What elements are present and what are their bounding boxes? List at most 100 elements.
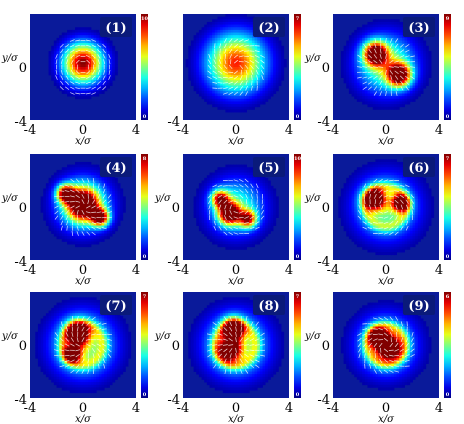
x-tick-label: 4 [285, 401, 293, 416]
y-axis-label: y/σ [304, 53, 322, 64]
colorbar-max-label: 9 [446, 16, 450, 22]
x-tick-label: -4 [327, 401, 340, 416]
x-tick-label: 4 [132, 123, 140, 138]
x-tick-label: 0 [232, 123, 240, 138]
colorbar [294, 14, 301, 120]
y-tick-label: -4 [14, 393, 27, 408]
colorbar [444, 292, 451, 398]
panel-6: (6)70-4 0 40-4x/σy/σ [304, 154, 451, 287]
panel-label-badge [403, 17, 435, 37]
y-tick-label: -4 [167, 115, 180, 130]
panel-label: (1) [105, 21, 126, 36]
x-tick-label: -4 [177, 123, 190, 138]
panel-label-badge [403, 157, 435, 177]
y-axis-label: y/σ [1, 331, 19, 342]
heatmap-cells [338, 159, 435, 256]
y-tick-label: 0 [172, 339, 180, 354]
panel-label-badge [253, 17, 285, 37]
x-tick-label: 0 [382, 263, 390, 278]
x-tick-label: -4 [24, 401, 37, 416]
y-axis-label: y/σ [1, 53, 19, 64]
y-axis-label: y/σ [154, 331, 172, 342]
colorbar [294, 292, 301, 398]
velocity-arrows [357, 178, 415, 236]
y-axis-label: y/σ [304, 193, 322, 204]
x-axis-label: x/σ [75, 136, 92, 147]
y-tick-label: 0 [19, 61, 27, 76]
colorbar-max-label: 10 [141, 16, 148, 22]
colorbar-max-label: 10 [294, 156, 301, 162]
y-tick-label: -4 [317, 255, 330, 270]
x-tick-label: 4 [435, 123, 443, 138]
velocity-arrows [207, 316, 265, 374]
panel-8: (8)70-4 0 40-4x/σy/σ [154, 292, 301, 424]
x-tick-label: 0 [79, 263, 87, 278]
y-tick-label: 0 [19, 201, 27, 216]
x-tick-label: 0 [382, 123, 390, 138]
heatmap-cells [340, 299, 432, 391]
panel-3: (3)90-4 0 40-4x/σy/σ [304, 14, 451, 147]
velocity-arrows [54, 178, 112, 236]
x-tick-label: 4 [435, 401, 443, 416]
panel-7: (7)70-4 0 40-4x/σy/σ [1, 292, 148, 424]
panel-label: (8) [258, 299, 279, 314]
velocity-arrows [207, 38, 265, 96]
colorbar-max-label: 7 [143, 294, 147, 300]
velocity-arrows [357, 316, 415, 374]
colorbar-min-label: 0 [446, 392, 450, 398]
colorbar-max-label: 7 [296, 294, 300, 300]
x-tick-label: 0 [232, 263, 240, 278]
y-tick-label: -4 [317, 393, 330, 408]
x-tick-label: -4 [327, 123, 340, 138]
panel-2: (2)70-4 0 4-4x/σ [167, 14, 301, 147]
x-axis-label: x/σ [75, 276, 92, 287]
x-tick-label: 4 [285, 123, 293, 138]
x-tick-label: 4 [132, 263, 140, 278]
x-tick-label: -4 [177, 263, 190, 278]
x-axis-label: x/σ [228, 276, 245, 287]
colorbar [141, 154, 148, 260]
colorbar [444, 14, 451, 120]
colorbar-min-label: 0 [446, 254, 450, 260]
x-axis-label: x/σ [378, 136, 395, 147]
y-axis-label: y/σ [154, 193, 172, 204]
panel-label: (4) [105, 161, 126, 176]
x-axis-label: x/σ [75, 414, 92, 424]
x-axis-label: x/σ [378, 276, 395, 287]
panel-label: (2) [258, 21, 279, 36]
panel-4: (4)80-4 0 40-4x/σy/σ [1, 154, 148, 287]
x-axis-label: x/σ [228, 414, 245, 424]
y-tick-label: -4 [14, 255, 27, 270]
colorbar [141, 292, 148, 398]
heatmap-cells [340, 19, 432, 110]
x-tick-label: -4 [24, 123, 37, 138]
colorbar [444, 154, 451, 260]
panel-1: (1)100-4 0 40-4x/σy/σ [1, 14, 148, 147]
y-tick-label: 0 [172, 201, 180, 216]
y-tick-label: 0 [322, 201, 330, 216]
panel-label: (9) [408, 299, 429, 314]
colorbar-min-label: 0 [143, 254, 147, 260]
colorbar-min-label: 0 [296, 392, 300, 398]
x-tick-label: 0 [79, 123, 87, 138]
x-tick-label: 0 [79, 401, 87, 416]
y-tick-label: 0 [322, 61, 330, 76]
y-tick-label: -4 [167, 393, 180, 408]
x-tick-label: 4 [285, 263, 293, 278]
y-tick-label: -4 [14, 115, 27, 130]
velocity-arrows [54, 316, 112, 374]
panel-9: (9)60-4 0 40-4x/σy/σ [304, 292, 451, 424]
y-tick-label: 0 [19, 339, 27, 354]
panel-label: (3) [408, 21, 429, 36]
heatmap-cells [185, 14, 287, 113]
x-tick-label: 0 [382, 401, 390, 416]
colorbar-max-label: 7 [446, 156, 450, 162]
colorbar [294, 154, 301, 260]
colorbar [141, 14, 148, 120]
colorbar-min-label: 0 [446, 114, 450, 120]
velocity-arrows [357, 38, 415, 96]
panel-5: (5)100-4 0 40-4x/σy/σ [154, 154, 301, 287]
colorbar-min-label: 0 [296, 254, 300, 260]
x-axis-label: x/σ [378, 414, 395, 424]
